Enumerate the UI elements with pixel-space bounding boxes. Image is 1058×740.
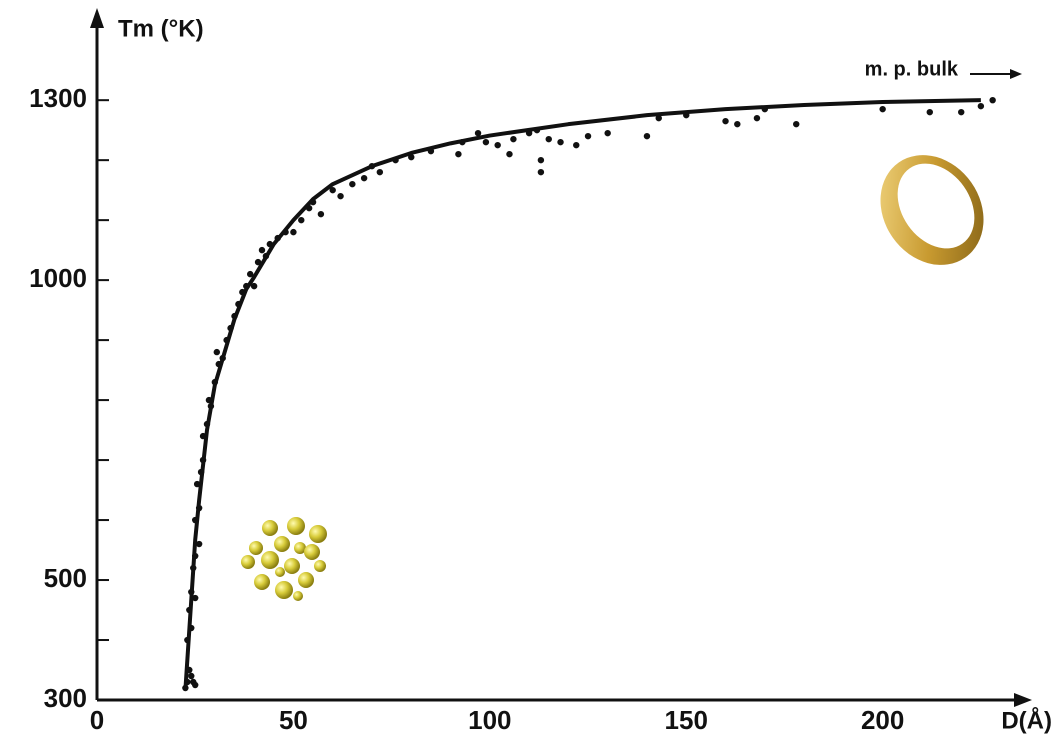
data-point xyxy=(584,132,592,140)
x-axis-title: D(Å) xyxy=(1001,706,1052,734)
data-point xyxy=(506,150,513,158)
data-point xyxy=(360,174,368,182)
data-point xyxy=(298,216,305,224)
data-point xyxy=(557,138,564,146)
y-tick-label: 1300 xyxy=(29,83,87,113)
data-point xyxy=(258,246,266,254)
annotation-arrow-head xyxy=(1010,69,1022,79)
x-tick-label: 50 xyxy=(279,705,308,735)
data-point xyxy=(337,192,344,200)
data-point xyxy=(247,270,254,278)
x-arrow xyxy=(1014,693,1032,707)
y-tick-label: 300 xyxy=(44,683,87,713)
data-point xyxy=(290,228,297,236)
data-point xyxy=(254,258,262,266)
data-point xyxy=(573,141,580,149)
data-point xyxy=(958,108,965,116)
annotation: m. p. bulk xyxy=(865,58,959,80)
x-tick-label: 100 xyxy=(468,705,511,735)
data-point xyxy=(195,540,203,548)
data-point xyxy=(213,348,221,356)
data-point xyxy=(188,672,195,680)
data-point xyxy=(753,114,761,122)
data-point xyxy=(455,150,462,158)
data-point xyxy=(655,114,662,122)
data-point xyxy=(643,132,651,140)
y-axis-title: Tm (°K) xyxy=(118,15,204,42)
data-point xyxy=(494,141,501,149)
x-tick-label: 0 xyxy=(90,705,104,735)
data-point xyxy=(989,96,996,104)
data-point xyxy=(482,138,490,146)
data-point xyxy=(722,117,729,125)
data-point xyxy=(329,186,336,194)
nanoparticle-cluster xyxy=(241,517,327,601)
x-tick-label: 150 xyxy=(665,705,708,735)
data-point xyxy=(734,120,741,128)
data-point xyxy=(250,282,258,290)
data-point xyxy=(376,168,384,176)
y-arrow xyxy=(90,8,104,28)
data-point xyxy=(474,129,482,137)
data-point xyxy=(537,156,545,164)
data-point xyxy=(926,108,933,116)
gold-ring xyxy=(880,155,984,265)
data-point xyxy=(192,594,199,602)
data-point xyxy=(317,210,325,218)
fit-curve xyxy=(183,98,981,690)
x-tick-label: 200 xyxy=(861,705,904,735)
data-point xyxy=(510,135,517,143)
data-point xyxy=(977,102,985,110)
y-tick-label: 1000 xyxy=(29,263,87,293)
data-point xyxy=(879,105,886,113)
data-point xyxy=(545,135,552,143)
data-point xyxy=(192,681,199,689)
y-tick-label: 500 xyxy=(44,563,87,593)
data-point xyxy=(349,180,356,188)
data-point xyxy=(793,120,800,128)
data-point xyxy=(537,168,545,176)
data-point xyxy=(604,129,611,137)
